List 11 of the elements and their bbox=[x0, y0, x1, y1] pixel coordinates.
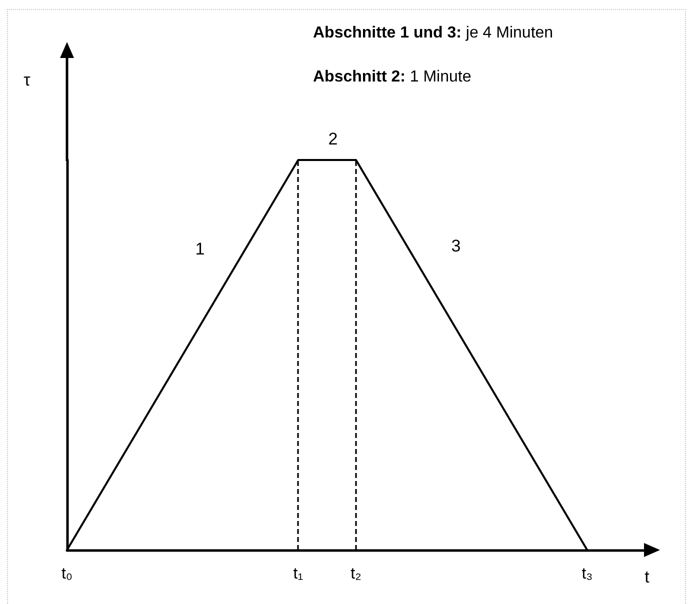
x-tick-label: t₀ bbox=[61, 566, 73, 582]
y-axis-title: τ bbox=[24, 70, 31, 90]
text: Abschnitte 1 und 3: je 4 Minuten bbox=[313, 24, 554, 42]
x-tick-label: t₃ bbox=[582, 566, 593, 582]
x-axis-title: t bbox=[644, 568, 650, 586]
x-tick-label: t₁ bbox=[293, 566, 304, 582]
text: Abschnitt 2: 1 Minute bbox=[313, 68, 472, 86]
annotation: 3 bbox=[451, 236, 461, 256]
text: 2 bbox=[328, 130, 338, 148]
x-tick-label: t₂ bbox=[350, 566, 362, 582]
annotation: 1 bbox=[195, 240, 205, 258]
